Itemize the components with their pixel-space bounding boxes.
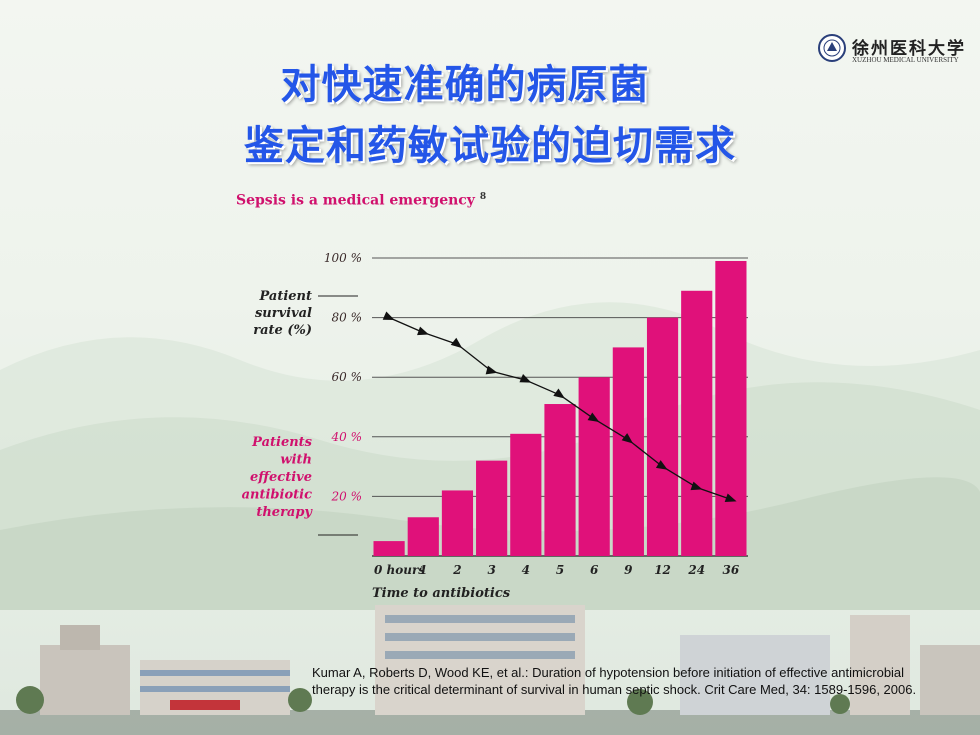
y-label-therapy-line: with [280, 453, 312, 468]
citation-text: Kumar A, Roberts D, Wood KE, et al.: Dur… [312, 665, 917, 697]
survival-line-segment [525, 379, 561, 396]
bar [612, 347, 644, 556]
survival-point [417, 326, 429, 336]
x-tick-label: 24 [687, 563, 705, 577]
x-tick-label: 6 [590, 563, 599, 577]
survival-line-segment [593, 418, 629, 441]
bar [407, 517, 439, 556]
x-tick-label: 9 [624, 563, 633, 577]
y-label-therapy-line: antibiotic [242, 488, 312, 503]
survival-line-segment [423, 331, 458, 346]
x-tick-label: 2 [452, 563, 461, 577]
y-tick-label: 80 % [332, 311, 363, 325]
bar [510, 433, 542, 556]
y-label-therapy-line: Patients [251, 435, 313, 450]
survival-point [724, 493, 737, 502]
bar [578, 377, 610, 556]
bar [476, 460, 508, 556]
x-tick-label: 36 [723, 563, 740, 577]
university-seal-icon [818, 34, 846, 62]
survival-line-segment [388, 317, 424, 334]
campus-buildings-image [0, 605, 980, 735]
chart-title-text: Sepsis is a medical emergency [236, 192, 475, 209]
y-tick-label: 20 % [331, 489, 363, 503]
survival-point [690, 481, 703, 491]
x-tick-label: 4 [522, 563, 530, 577]
survival-line-segment [627, 439, 663, 468]
x-tick-label: 12 [654, 563, 671, 577]
bar [441, 490, 474, 556]
y-label-survival-line: rate (%) [253, 323, 312, 338]
chart-title-superscript: 8 [479, 192, 487, 202]
y-label-therapy-line: effective [250, 470, 312, 485]
survival-line-segment [662, 466, 698, 489]
bar [715, 260, 747, 556]
x-tick-label: 1 [419, 563, 427, 577]
x-tick-label: 5 [556, 563, 564, 577]
y-tick-label: 60 % [332, 370, 363, 384]
x-axis-label: Time to antibiotics [372, 586, 511, 601]
survival-line-segment [559, 394, 595, 420]
survival-point [655, 460, 668, 470]
y-tick-label: 100 % [324, 251, 362, 265]
survival-line-segment [457, 343, 493, 372]
survival-point [553, 388, 565, 399]
x-tick-label: 0 hours [374, 563, 425, 577]
bar [544, 404, 576, 556]
survival-point [519, 374, 532, 383]
slide-title-line1: 对快速准确的病原菌 [280, 62, 650, 108]
university-name-en: XUZHOU MEDICAL UNIVERSITY [852, 56, 959, 64]
slide-title-line2: 鉴定和药敏试验的迫切需求 [244, 123, 736, 169]
survival-line-segment [696, 486, 732, 500]
survival-point [587, 412, 600, 423]
y-label-survival-line: survival [255, 306, 312, 321]
bar [373, 541, 405, 556]
y-label-therapy-line: therapy [256, 505, 313, 520]
y-tick-label: 40 % [331, 430, 363, 444]
university-name-cn: 徐州医科大学 [852, 39, 966, 59]
chart-title: Sepsis is a medical emergency 8 [236, 192, 486, 209]
survival-point [485, 365, 498, 375]
university-logo: 徐州医科大学 XUZHOU MEDICAL UNIVERSITY [818, 34, 968, 68]
survival-point [621, 433, 634, 444]
survival-point [382, 311, 395, 320]
bar [646, 317, 679, 556]
x-tick-label: 3 [487, 563, 495, 577]
bar [681, 290, 713, 556]
survival-point [450, 337, 463, 349]
y-label-survival-line: Patient [258, 289, 312, 304]
